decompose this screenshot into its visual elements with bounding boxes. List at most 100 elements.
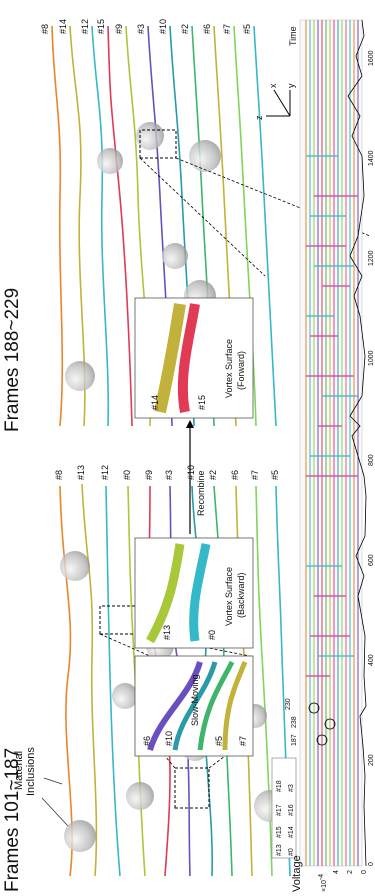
legend-id-4: #17	[276, 804, 283, 816]
axis-x-label: x	[268, 83, 278, 88]
inset-backward: #13 #0 Vortex Surface (Backward)	[134, 537, 254, 649]
time-tick: 0	[368, 862, 375, 866]
right-label-10: #5	[242, 24, 252, 34]
left-label-8: #6	[230, 470, 240, 480]
right-label-5: #3	[136, 24, 146, 34]
material-sphere	[126, 782, 154, 810]
zoom-box-a	[174, 767, 210, 809]
inset-a-label-3: #7	[238, 736, 248, 746]
frame-markers: 187 238 230	[285, 698, 336, 746]
legend-id-3: #14	[288, 826, 295, 838]
time-tick: 1600	[368, 50, 375, 66]
material-pointer	[41, 777, 69, 827]
zoom-connectors	[99, 633, 251, 769]
time-tick: 400	[368, 654, 375, 666]
voltage-tick: 4	[333, 870, 340, 874]
recombine-label: Recombine	[196, 470, 206, 516]
left-label-5: #3	[164, 470, 174, 480]
line-left-0	[127, 485, 146, 877]
inset-a-label-1: #10	[164, 731, 174, 746]
left-label-7: #2	[208, 470, 218, 480]
right-panel-title: Frames 188~229	[2, 288, 23, 432]
right-label-7: #2	[180, 24, 190, 34]
time-tick: 1400	[368, 150, 375, 166]
inset-c-label-0: #14	[150, 395, 160, 410]
material-sphere	[136, 122, 164, 150]
material-sphere	[97, 148, 123, 174]
line-right-15	[107, 25, 133, 427]
line-right-5	[253, 25, 277, 427]
line-left-8	[59, 485, 73, 877]
material-sphere	[64, 820, 96, 852]
inset-forward: #14 #15 Vortex Surface (Forward)	[134, 297, 254, 419]
right-panel: Frames 188~229 #8 #14 #12 #15 #9 #3 #10 …	[2, 19, 371, 534]
zoom-box-b	[99, 605, 137, 635]
left-label-3: #0	[122, 470, 132, 480]
left-label-9: #7	[250, 470, 260, 480]
right-label-9: #7	[222, 24, 232, 34]
zoom-connectors-right	[139, 157, 371, 277]
right-label-6: #10	[158, 19, 168, 34]
inset-a-label-0: #6	[142, 736, 152, 746]
forward-label: Vortex Surface (Forward)	[224, 336, 246, 398]
right-label-3: #15	[96, 19, 106, 34]
line-left-12	[105, 485, 121, 877]
frame-mark-187: 187	[291, 734, 298, 746]
left-label-0: #8	[54, 470, 64, 480]
line-right-8	[51, 25, 64, 427]
timeline-background	[299, 19, 363, 867]
right-line-labels: #8 #14 #12 #15 #9 #3 #10 #2 #6 #7 #5	[40, 19, 252, 34]
timeline: 187 238 230 #13 #15 #0 #14 #17 #16 #18 #…	[271, 19, 375, 892]
legend-id-0: #13	[276, 844, 283, 856]
right-label-8: #6	[202, 24, 212, 34]
frame-mark-230: 230	[285, 698, 292, 710]
slow-moving-label: Slow-Moving	[190, 674, 200, 726]
time-tick: 200	[368, 754, 375, 766]
voltage-scale: ×10-4	[318, 874, 328, 892]
right-label-1: #14	[58, 19, 68, 34]
voltage-trace	[347, 19, 367, 867]
left-label-4: #9	[144, 470, 154, 480]
inset-a-label-2: #5	[214, 736, 224, 746]
legend-id-6: #18	[276, 780, 283, 792]
left-panel: Frames 101~187 Material Inclusions #8 #1…	[2, 465, 291, 892]
material-sphere	[162, 243, 188, 269]
right-label-0: #8	[40, 24, 50, 34]
material-sphere	[189, 140, 221, 172]
frame-mark-238: 238	[291, 716, 298, 728]
timeline-switches	[306, 155, 358, 677]
time-tick: 600	[368, 554, 375, 566]
voltage-axis: Voltage ×10-4 4 2 0	[291, 855, 368, 892]
right-label-4: #9	[114, 24, 124, 34]
legend-id-2: #0	[288, 848, 295, 856]
zoom-box-c	[139, 129, 177, 159]
time-tick: 1000	[368, 350, 375, 366]
right-label-2: #12	[80, 19, 90, 34]
inset-slow-moving: #6 #10 #5 #7 Slow-Moving	[134, 655, 254, 757]
timeline-tracks	[305, 20, 359, 866]
left-panel-title: Frames 101~187	[2, 748, 23, 892]
legend-id-5: #16	[288, 804, 295, 816]
voltage-label: Voltage	[291, 855, 303, 892]
left-label-10: #5	[270, 470, 280, 480]
voltage-tick: 2	[347, 870, 354, 874]
left-label-1: #13	[76, 465, 86, 480]
time-label: Time	[288, 26, 298, 46]
backward-label: Vortex Surface (Backward)	[224, 564, 246, 626]
inset-b-label-1: #0	[207, 630, 217, 640]
line-right-12	[91, 25, 110, 427]
time-tick: 1200	[368, 250, 375, 266]
timeline-legend: #13 #15 #0 #14 #17 #16 #18 #3	[271, 757, 297, 859]
left-line-labels: #8 #13 #12 #0 #9 #3 #10 #2 #6 #7 #5	[54, 465, 280, 480]
voltage-tick: 0	[361, 870, 368, 874]
line-left-13	[81, 483, 98, 877]
time-axis: 0 200 400 600 800 1000 1200 1400 1600 Ti…	[288, 26, 375, 866]
material-sphere	[60, 551, 90, 581]
inset-c-label-1: #15	[197, 395, 207, 410]
recombine-arrow: Recombine	[186, 420, 206, 534]
legend-id-1: #15	[276, 826, 283, 838]
material-sphere	[65, 361, 95, 391]
left-label-6: #10	[186, 465, 196, 480]
material-label: Material Inclusions	[13, 747, 37, 796]
